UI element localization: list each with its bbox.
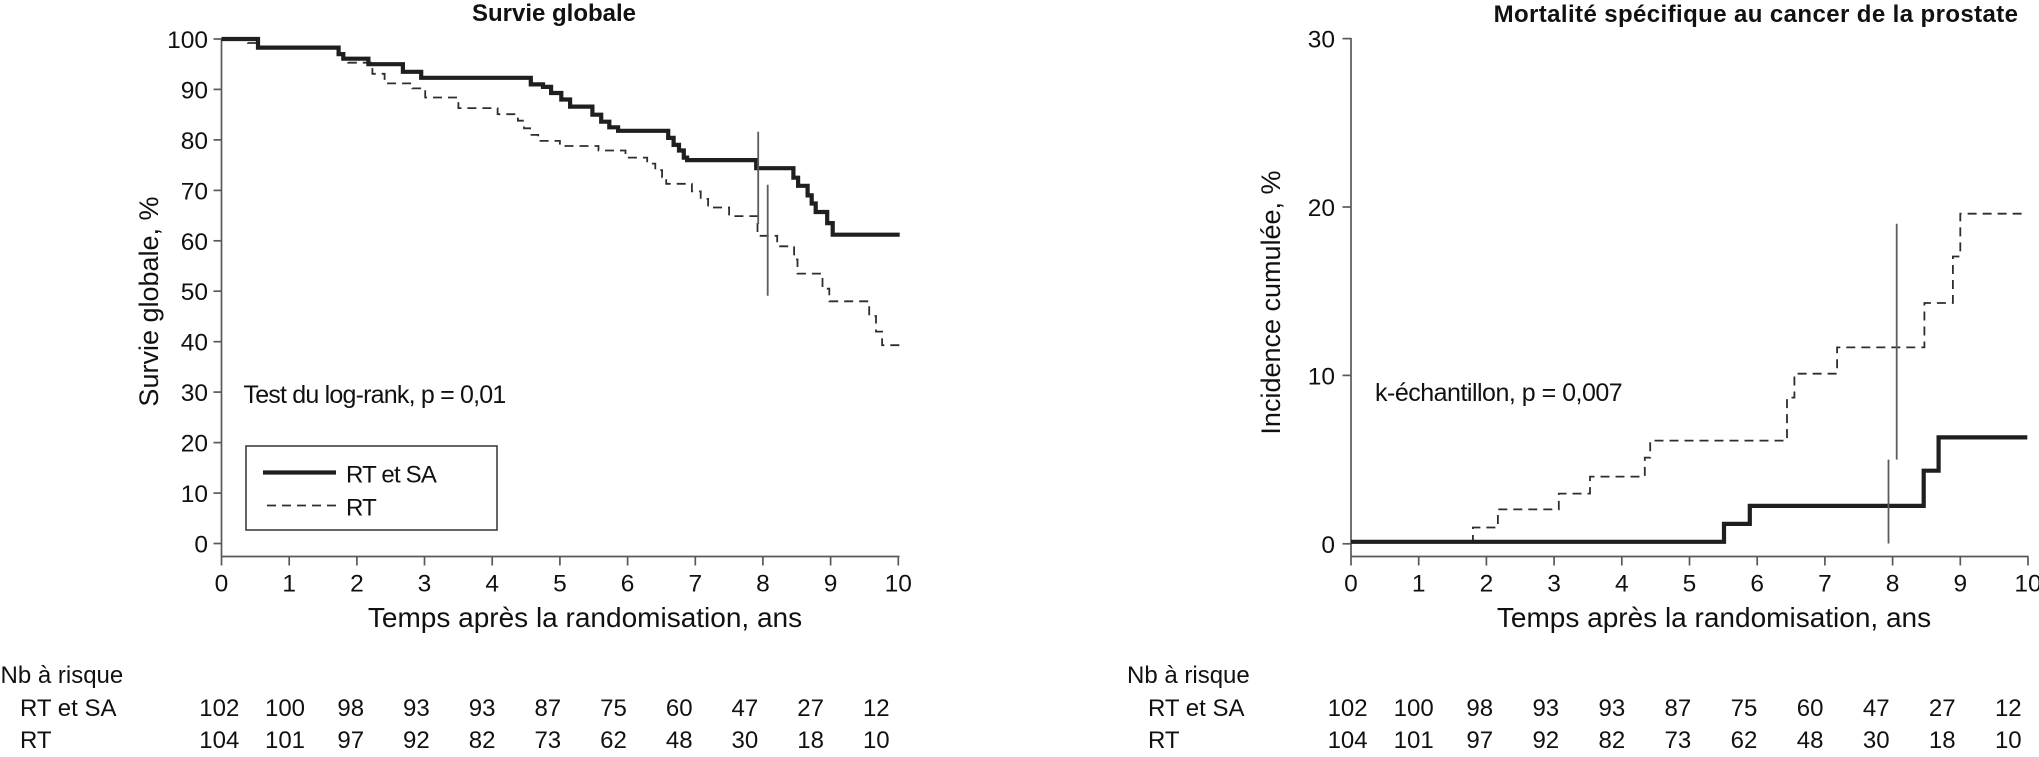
svg-text:62: 62 xyxy=(1731,727,1758,752)
svg-text:1: 1 xyxy=(1412,571,1426,598)
svg-text:0: 0 xyxy=(194,532,208,559)
svg-text:47: 47 xyxy=(1863,695,1890,722)
svg-text:20: 20 xyxy=(181,431,208,458)
svg-text:3: 3 xyxy=(418,571,432,598)
svg-text:7: 7 xyxy=(1818,571,1832,598)
svg-text:73: 73 xyxy=(534,727,561,752)
svg-text:Nb à risque: Nb à risque xyxy=(1,662,124,689)
svg-text:30: 30 xyxy=(181,380,208,407)
svg-text:Mortalité spécifique au cancer: Mortalité spécifique au cancer de la pro… xyxy=(1494,1,2019,28)
svg-text:104: 104 xyxy=(1328,727,1368,752)
svg-text:98: 98 xyxy=(337,695,364,722)
svg-text:6: 6 xyxy=(621,571,635,598)
svg-text:92: 92 xyxy=(1532,727,1559,752)
svg-text:82: 82 xyxy=(1599,727,1626,752)
svg-text:4: 4 xyxy=(1615,571,1629,598)
svg-text:Nb à risque: Nb à risque xyxy=(1127,662,1250,689)
svg-text:92: 92 xyxy=(403,727,430,752)
svg-text:75: 75 xyxy=(600,695,627,722)
svg-text:27: 27 xyxy=(797,695,824,722)
svg-text:97: 97 xyxy=(337,727,364,752)
svg-text:48: 48 xyxy=(1797,727,1824,752)
svg-text:6: 6 xyxy=(1750,571,1764,598)
svg-text:48: 48 xyxy=(666,727,693,752)
svg-text:RT et SA: RT et SA xyxy=(1148,695,1245,722)
svg-text:40: 40 xyxy=(181,330,208,357)
svg-text:RT et SA: RT et SA xyxy=(346,462,437,489)
svg-text:Survie globale, %: Survie globale, % xyxy=(134,196,164,406)
svg-text:50: 50 xyxy=(181,279,208,306)
svg-text:Temps après la randomisation,: Temps après la randomisation, ans xyxy=(368,602,802,633)
svg-text:0: 0 xyxy=(1344,571,1358,598)
svg-text:k-échantillon, p = 0,007: k-échantillon, p = 0,007 xyxy=(1375,379,1622,407)
svg-text:10: 10 xyxy=(181,481,208,508)
svg-text:2: 2 xyxy=(350,571,364,598)
svg-text:97: 97 xyxy=(1466,727,1493,752)
svg-text:30: 30 xyxy=(1863,727,1890,752)
svg-text:101: 101 xyxy=(1394,727,1434,752)
svg-text:RT: RT xyxy=(346,495,377,522)
svg-text:62: 62 xyxy=(600,727,627,752)
svg-text:102: 102 xyxy=(1328,695,1368,722)
svg-text:104: 104 xyxy=(199,727,239,752)
svg-text:20: 20 xyxy=(1308,195,1335,222)
svg-text:RT et SA: RT et SA xyxy=(20,695,117,722)
svg-text:98: 98 xyxy=(1466,695,1493,722)
svg-text:47: 47 xyxy=(732,695,759,722)
svg-text:93: 93 xyxy=(1599,695,1626,722)
svg-text:60: 60 xyxy=(181,229,208,256)
svg-text:10: 10 xyxy=(885,571,912,598)
svg-text:4: 4 xyxy=(485,571,499,598)
svg-text:3: 3 xyxy=(1547,571,1561,598)
svg-text:9: 9 xyxy=(1953,571,1967,598)
svg-text:Incidence cumulée, %: Incidence cumulée, % xyxy=(1256,170,1286,434)
svg-text:Survie globale: Survie globale xyxy=(472,0,636,27)
svg-text:101: 101 xyxy=(265,727,305,752)
svg-text:18: 18 xyxy=(1929,727,1956,752)
svg-text:102: 102 xyxy=(199,695,239,722)
svg-text:2: 2 xyxy=(1480,571,1494,598)
svg-text:12: 12 xyxy=(863,695,890,722)
svg-text:93: 93 xyxy=(1532,695,1559,722)
svg-text:73: 73 xyxy=(1665,727,1692,752)
svg-text:80: 80 xyxy=(181,128,208,155)
svg-text:82: 82 xyxy=(469,727,496,752)
svg-text:12: 12 xyxy=(1995,695,2022,722)
svg-text:1: 1 xyxy=(282,571,296,598)
svg-text:87: 87 xyxy=(534,695,561,722)
svg-text:87: 87 xyxy=(1665,695,1692,722)
svg-text:0: 0 xyxy=(215,571,229,598)
svg-text:RT: RT xyxy=(1148,727,1180,752)
svg-text:100: 100 xyxy=(1394,695,1434,722)
svg-text:60: 60 xyxy=(666,695,693,722)
svg-text:70: 70 xyxy=(181,178,208,205)
svg-text:8: 8 xyxy=(1886,571,1900,598)
svg-text:100: 100 xyxy=(167,27,208,54)
svg-text:18: 18 xyxy=(797,727,824,752)
svg-text:10: 10 xyxy=(1995,727,2022,752)
svg-text:27: 27 xyxy=(1929,695,1956,722)
svg-text:10: 10 xyxy=(863,727,890,752)
svg-text:RT: RT xyxy=(20,727,52,752)
svg-text:8: 8 xyxy=(756,571,770,598)
svg-text:0: 0 xyxy=(1321,532,1335,559)
svg-text:90: 90 xyxy=(181,77,208,104)
svg-text:100: 100 xyxy=(265,695,305,722)
svg-text:93: 93 xyxy=(403,695,430,722)
svg-text:Test du log-rank, p = 0,01: Test du log-rank, p = 0,01 xyxy=(244,381,506,409)
svg-text:5: 5 xyxy=(1683,571,1697,598)
svg-text:60: 60 xyxy=(1797,695,1824,722)
svg-text:10: 10 xyxy=(2014,571,2039,598)
svg-text:10: 10 xyxy=(1308,363,1335,390)
svg-text:5: 5 xyxy=(553,571,567,598)
svg-text:30: 30 xyxy=(1308,27,1335,54)
svg-text:9: 9 xyxy=(824,571,838,598)
svg-text:Temps après la randomisation,: Temps après la randomisation, ans xyxy=(1497,602,1931,633)
svg-text:75: 75 xyxy=(1731,695,1758,722)
svg-text:30: 30 xyxy=(732,727,759,752)
svg-text:7: 7 xyxy=(688,571,702,598)
svg-text:93: 93 xyxy=(469,695,496,722)
